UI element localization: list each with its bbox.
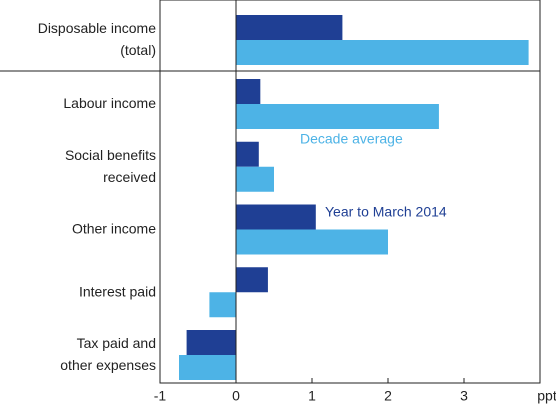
x-tick-label: -1 [154,388,167,404]
bar [236,79,261,104]
bar [236,104,439,129]
y-tick-label-line: Interest paid [79,283,156,299]
plot-frame [159,0,541,384]
y-tick-label-line: Social benefits [65,146,156,162]
y-tick-label: Tax paid and other expenses [60,335,156,373]
y-tick-label: Disposable income (total) [38,20,156,58]
y-tick-label-line: received [103,168,156,184]
bar [236,15,343,40]
series-label: Decade average [300,131,403,147]
y-tick-label-line: Disposable income [38,20,156,36]
y-tick-label-line: (total) [120,42,156,58]
y-tick-label: Labour income [63,95,156,111]
bar [236,40,529,65]
y-tick-label-line: Labour income [63,95,156,111]
y-tick-label-line: Other income [72,220,156,236]
y-tick-label: Interest paid [79,283,156,299]
y-tick-label: Social benefits received [65,146,156,184]
bar [236,141,259,167]
bar [236,267,268,293]
x-tick-label: 3 [460,388,468,404]
y-tick-label: Other income [72,220,156,236]
x-tick-label: 2 [384,388,392,404]
y-tick-label-line: other expenses [60,357,156,373]
x-tick-label: 0 [232,388,240,404]
bar [209,292,236,318]
bar [236,229,388,255]
bar [186,330,236,355]
x-axis-label: ppt [537,388,556,404]
bar [179,355,236,380]
y-tick-label-line: Tax paid and [77,335,156,351]
bar [236,166,274,192]
x-tick-label: 1 [308,388,316,404]
bar [236,204,316,230]
series-label: Year to March 2014 [325,204,447,220]
